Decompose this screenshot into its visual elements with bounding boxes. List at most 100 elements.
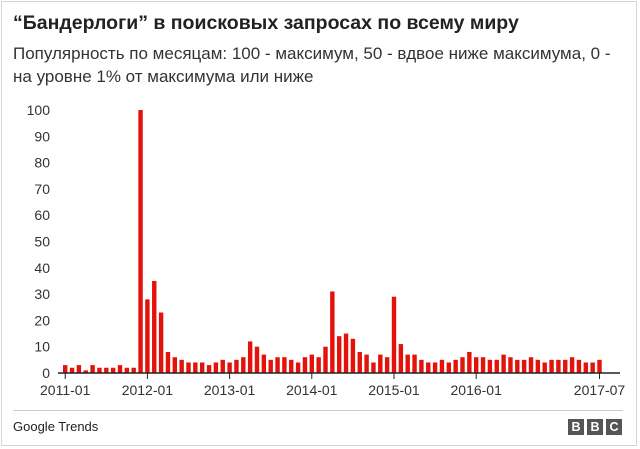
bar-2013-07 — [268, 359, 273, 373]
bar-2015-06 — [426, 362, 431, 373]
bar-2016-05 — [501, 354, 506, 373]
bar-2012-02 — [152, 280, 157, 373]
bar-2011-04 — [83, 370, 88, 373]
bar-2013-02 — [234, 359, 239, 373]
x-tick-label: 2014-01 — [286, 382, 338, 398]
y-tick-label: 70 — [34, 181, 50, 197]
bar-2015-12 — [467, 351, 472, 373]
bar-2012-12 — [220, 359, 225, 373]
bar-2014-04 — [330, 291, 335, 373]
y-tick-label: 20 — [34, 312, 50, 328]
bar-2012-11 — [213, 362, 219, 373]
bar-2012-03 — [158, 312, 164, 373]
bar-2015-07 — [432, 362, 438, 373]
y-tick-label: 10 — [34, 339, 50, 355]
x-tick-label: 2016-01 — [451, 382, 503, 398]
y-tick-label: 50 — [34, 234, 50, 250]
bar-2016-10 — [535, 359, 541, 373]
bar-2016-02 — [480, 357, 486, 373]
bar-2015-01 — [391, 296, 397, 373]
bbc-logo-letter: B — [587, 419, 603, 435]
bar-2012-05 — [172, 357, 177, 373]
bar-2013-04 — [247, 341, 253, 373]
bar-2013-05 — [254, 346, 260, 373]
bar-2011-03 — [76, 365, 82, 373]
bar-2012-10 — [206, 365, 212, 373]
bbc-logo: B B C — [568, 419, 622, 435]
footer-divider — [13, 410, 623, 411]
bar-2014-11 — [378, 354, 383, 373]
bar-2016-07 — [515, 359, 520, 373]
y-tick-label: 40 — [34, 260, 50, 276]
bar-2014-07 — [350, 338, 356, 373]
x-tick-label: 2012-01 — [122, 382, 174, 398]
y-tick-label: 60 — [34, 207, 50, 223]
bar-2014-12 — [384, 357, 390, 373]
bar-2015-05 — [419, 359, 424, 373]
bar-2014-02 — [316, 357, 321, 373]
bar-2011-08 — [110, 367, 116, 373]
bar-2015-10 — [453, 359, 458, 373]
bar-2016-06 — [508, 357, 513, 373]
bbc-logo-letter: C — [606, 419, 622, 435]
chart-subtitle: Популярность по месяцам: 100 - максимум,… — [13, 44, 611, 86]
bar-2016-09 — [528, 357, 534, 373]
bar-2016-11 — [542, 362, 547, 373]
y-tick-label: 80 — [34, 155, 50, 171]
x-tick-label: 2017-07 — [574, 382, 626, 398]
y-tick-label: 0 — [42, 365, 50, 381]
bar-2011-05 — [90, 365, 95, 373]
bar-2017-01 — [556, 359, 561, 373]
bar-2015-11 — [460, 357, 465, 373]
bar-2014-10 — [371, 362, 376, 373]
bar-2013-06 — [261, 354, 267, 373]
bar-2011-10 — [124, 367, 130, 373]
bar-2012-09 — [200, 362, 205, 373]
bar-2011-06 — [97, 367, 102, 373]
bar-2014-09 — [364, 354, 369, 373]
y-tick-label: 100 — [27, 102, 51, 118]
bar-2014-05 — [337, 336, 342, 373]
bar-2016-08 — [521, 359, 527, 373]
bar-2013-12 — [302, 357, 308, 373]
bar-2011-12 — [138, 110, 143, 373]
bar-2013-01 — [227, 362, 232, 373]
bar-2014-01 — [309, 354, 314, 373]
bar-2016-03 — [487, 359, 493, 373]
bars — [63, 110, 602, 373]
bar-2016-12 — [549, 359, 554, 373]
bar-2017-06 — [590, 362, 595, 373]
bar-2011-11 — [131, 367, 136, 373]
bar-2017-04 — [576, 359, 582, 373]
bar-2012-07 — [186, 362, 191, 373]
bar-2014-08 — [357, 351, 362, 373]
bar-2011-09 — [117, 365, 123, 373]
bar-2015-04 — [412, 354, 417, 373]
bar-2016-01 — [474, 357, 479, 373]
x-axis: 2011-01 2012-01 2013-01 2014-01 2015-01 2016-… — [40, 373, 625, 398]
bar-2011-01 — [63, 365, 68, 373]
bar-2016-04 — [494, 359, 499, 373]
bar-2015-09 — [446, 362, 451, 373]
bar-2011-07 — [104, 367, 109, 373]
bar-2015-03 — [405, 354, 410, 373]
bar-2017-07 — [597, 359, 602, 373]
bbc-logo-letter: B — [568, 419, 584, 435]
bar-2015-08 — [439, 359, 445, 373]
bar-2013-11 — [295, 362, 301, 373]
bar-2014-06 — [343, 333, 349, 373]
bar-2012-01 — [145, 299, 150, 373]
x-tick-label: 2015-01 — [368, 382, 420, 398]
source-label: Google Trends — [13, 419, 99, 434]
bar-2012-04 — [165, 351, 171, 373]
bar-2013-09 — [282, 357, 287, 373]
x-tick-label: 2013-01 — [204, 382, 256, 398]
x-tick-label: 2011-01 — [40, 382, 91, 398]
bar-2011-02 — [69, 367, 75, 373]
bar-2017-05 — [583, 362, 588, 373]
bar-2017-03 — [569, 357, 575, 373]
bar-2014-03 — [323, 346, 328, 373]
bar-2013-08 — [275, 357, 280, 373]
